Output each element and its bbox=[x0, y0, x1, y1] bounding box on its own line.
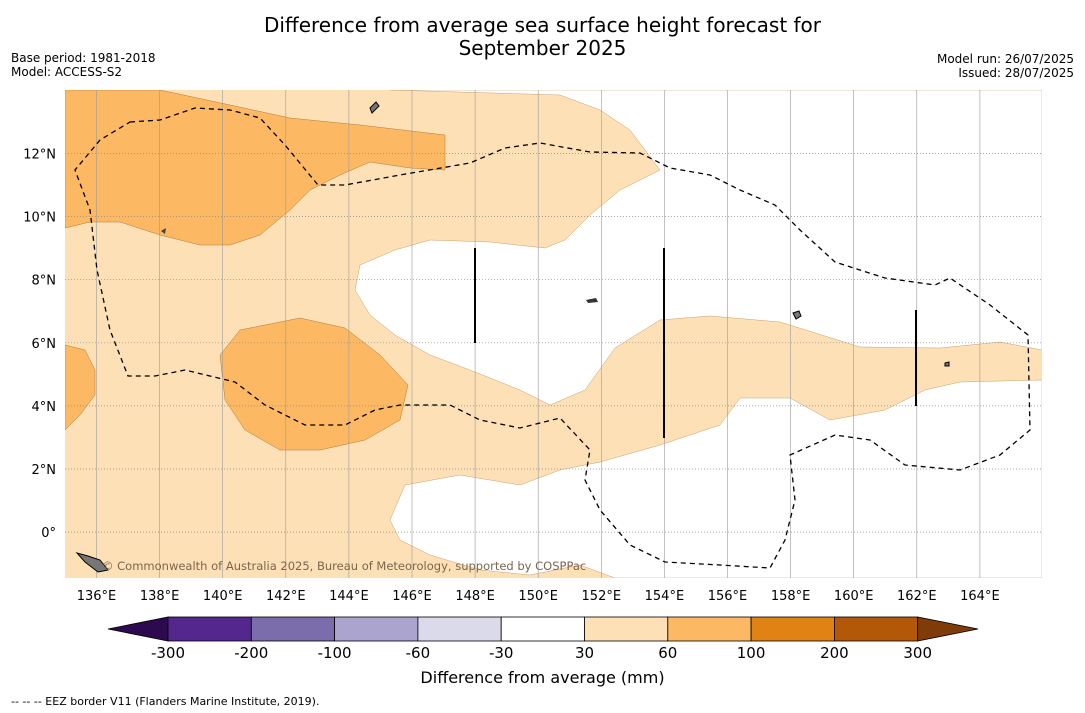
lon-tick-label: 156°E bbox=[708, 589, 748, 604]
lat-tick-label: 12°N bbox=[23, 148, 56, 163]
anomaly-region-north-west bbox=[65, 90, 446, 246]
colorbar-tick-label: 300 bbox=[903, 644, 932, 662]
longitude-labels: 136°E 138°E 140°E 142°E 144°E 146°E 148°E 150°E… bbox=[77, 589, 1000, 604]
lat-tick-label: 10°N bbox=[23, 211, 56, 226]
island-pohnpei bbox=[792, 310, 802, 320]
colorbar-tick-label: -60 bbox=[406, 644, 431, 662]
island-yap bbox=[161, 228, 166, 234]
lon-tick-label: 136°E bbox=[77, 589, 117, 604]
map-title: Difference from average sea surface heig… bbox=[0, 14, 1085, 60]
colorbar-swatch bbox=[167, 616, 252, 642]
title-line-1: Difference from average sea surface heig… bbox=[263, 13, 822, 37]
latitude-labels: 12°N 10°N 8°N 6°N 4°N 2°N 0° bbox=[23, 148, 56, 542]
lon-tick-label: 158°E bbox=[771, 589, 811, 604]
lon-tick-label: 148°E bbox=[455, 589, 495, 604]
lon-tick-label: 150°E bbox=[518, 589, 558, 604]
lon-tick-label: 142°E bbox=[266, 589, 306, 604]
colorbar-swatch bbox=[500, 616, 585, 642]
colorbar-swatch bbox=[584, 616, 669, 642]
lat-tick-label: 6°N bbox=[32, 337, 57, 352]
eez-footnote: -- -- -- EEZ border V11 (Flanders Marine… bbox=[11, 695, 320, 708]
island-kosrae bbox=[944, 361, 950, 367]
colorbar-tick-label: 100 bbox=[737, 644, 766, 662]
eez-border bbox=[74, 107, 1031, 569]
model-name: Model: ACCESS-S2 bbox=[11, 65, 123, 79]
lon-tick-label: 164°E bbox=[960, 589, 1000, 604]
colorbar-extend-low bbox=[107, 616, 169, 642]
lon-tick-label: 144°E bbox=[329, 589, 369, 604]
colorbar: -300 -200 -100 -60 -30 30 60 100 200 300 bbox=[107, 616, 979, 662]
neutral-region-south bbox=[389, 379, 1042, 578]
lon-tick-label: 154°E bbox=[645, 589, 685, 604]
anomaly-region-west-edge bbox=[65, 344, 96, 431]
colorbar-swatch bbox=[334, 616, 419, 642]
lon-tick-label: 160°E bbox=[834, 589, 874, 604]
colorbar-swatch bbox=[667, 616, 752, 642]
colorbar-tick-label: 200 bbox=[820, 644, 849, 662]
lon-tick-label: 140°E bbox=[203, 589, 243, 604]
copyright-watermark: © Commonwealth of Australia 2025, Bureau… bbox=[102, 559, 586, 573]
island-chuuk-group bbox=[586, 298, 598, 303]
colorbar-tick-label: 30 bbox=[575, 644, 594, 662]
gridlines bbox=[65, 90, 1042, 578]
lat-tick-label: 4°N bbox=[32, 400, 57, 415]
colorbar-swatch bbox=[417, 616, 502, 642]
meta-left: Base period: 1981-2018 Model: ACCESS-S2 bbox=[11, 51, 156, 79]
lon-tick-label: 138°E bbox=[140, 589, 180, 604]
colorbar-tick-label: -30 bbox=[489, 644, 514, 662]
colorbar-swatch bbox=[750, 616, 835, 642]
island-north-west bbox=[369, 101, 380, 114]
lat-tick-label: 8°N bbox=[32, 274, 57, 289]
meta-right: Model run: 26/07/2025 Issued: 28/07/2025 bbox=[937, 52, 1074, 80]
base-period: Base period: 1981-2018 bbox=[11, 51, 156, 65]
colorbar-swatch bbox=[834, 616, 919, 642]
lon-tick-label: 152°E bbox=[582, 589, 622, 604]
colorbar-swatch bbox=[250, 616, 336, 642]
colorbar-extend-high bbox=[917, 616, 979, 642]
lon-tick-label: 146°E bbox=[392, 589, 432, 604]
map-area: © Commonwealth of Australia 2025, Bureau… bbox=[65, 90, 1042, 578]
lat-tick-label: 2°N bbox=[32, 463, 57, 478]
model-run: Model run: 26/07/2025 bbox=[936, 52, 1074, 66]
colorbar-tick-label: 60 bbox=[658, 644, 677, 662]
colorbar-tick-label: -200 bbox=[234, 644, 268, 662]
neutral-region-north-east bbox=[354, 90, 1042, 406]
colorbar-tick-label: -300 bbox=[151, 644, 185, 662]
colorbar-label: Difference from average (mm) bbox=[420, 668, 665, 687]
island-new-guinea-tip bbox=[75, 552, 109, 573]
lon-tick-label: 162°E bbox=[897, 589, 937, 604]
anomaly-region-central bbox=[219, 317, 409, 451]
lat-tick-label: 0° bbox=[41, 526, 56, 541]
issued-date: Issued: 28/07/2025 bbox=[958, 66, 1074, 80]
colorbar-tick-label: -100 bbox=[318, 644, 352, 662]
title-line-2: September 2025 bbox=[458, 36, 627, 60]
